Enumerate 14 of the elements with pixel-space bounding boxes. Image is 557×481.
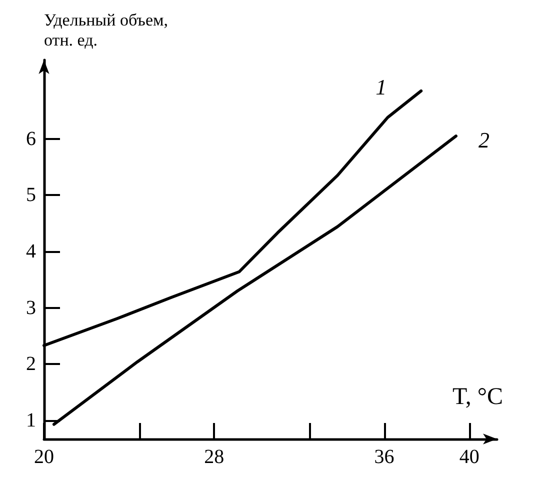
x-tick-label: 36 [374,446,394,468]
y-tick-label: 5 [26,184,36,206]
x-tick-label: 28 [204,446,224,468]
series-label: 2 [478,128,490,153]
y-tick-label: 2 [26,353,36,376]
x-tick-label: 20 [34,446,54,468]
y-axis-title: Удельный объем, отн. ед. [44,10,168,50]
x-axis-title: T, °C [452,384,503,410]
series-label: 1 [376,74,387,100]
y-tick-label: 6 [26,128,36,150]
y-tick-label: 4 [26,240,36,262]
y-tick-label: 3 [26,296,36,319]
y-tick-label: 1 [26,409,36,432]
x-tick-label: 40 [459,446,480,468]
